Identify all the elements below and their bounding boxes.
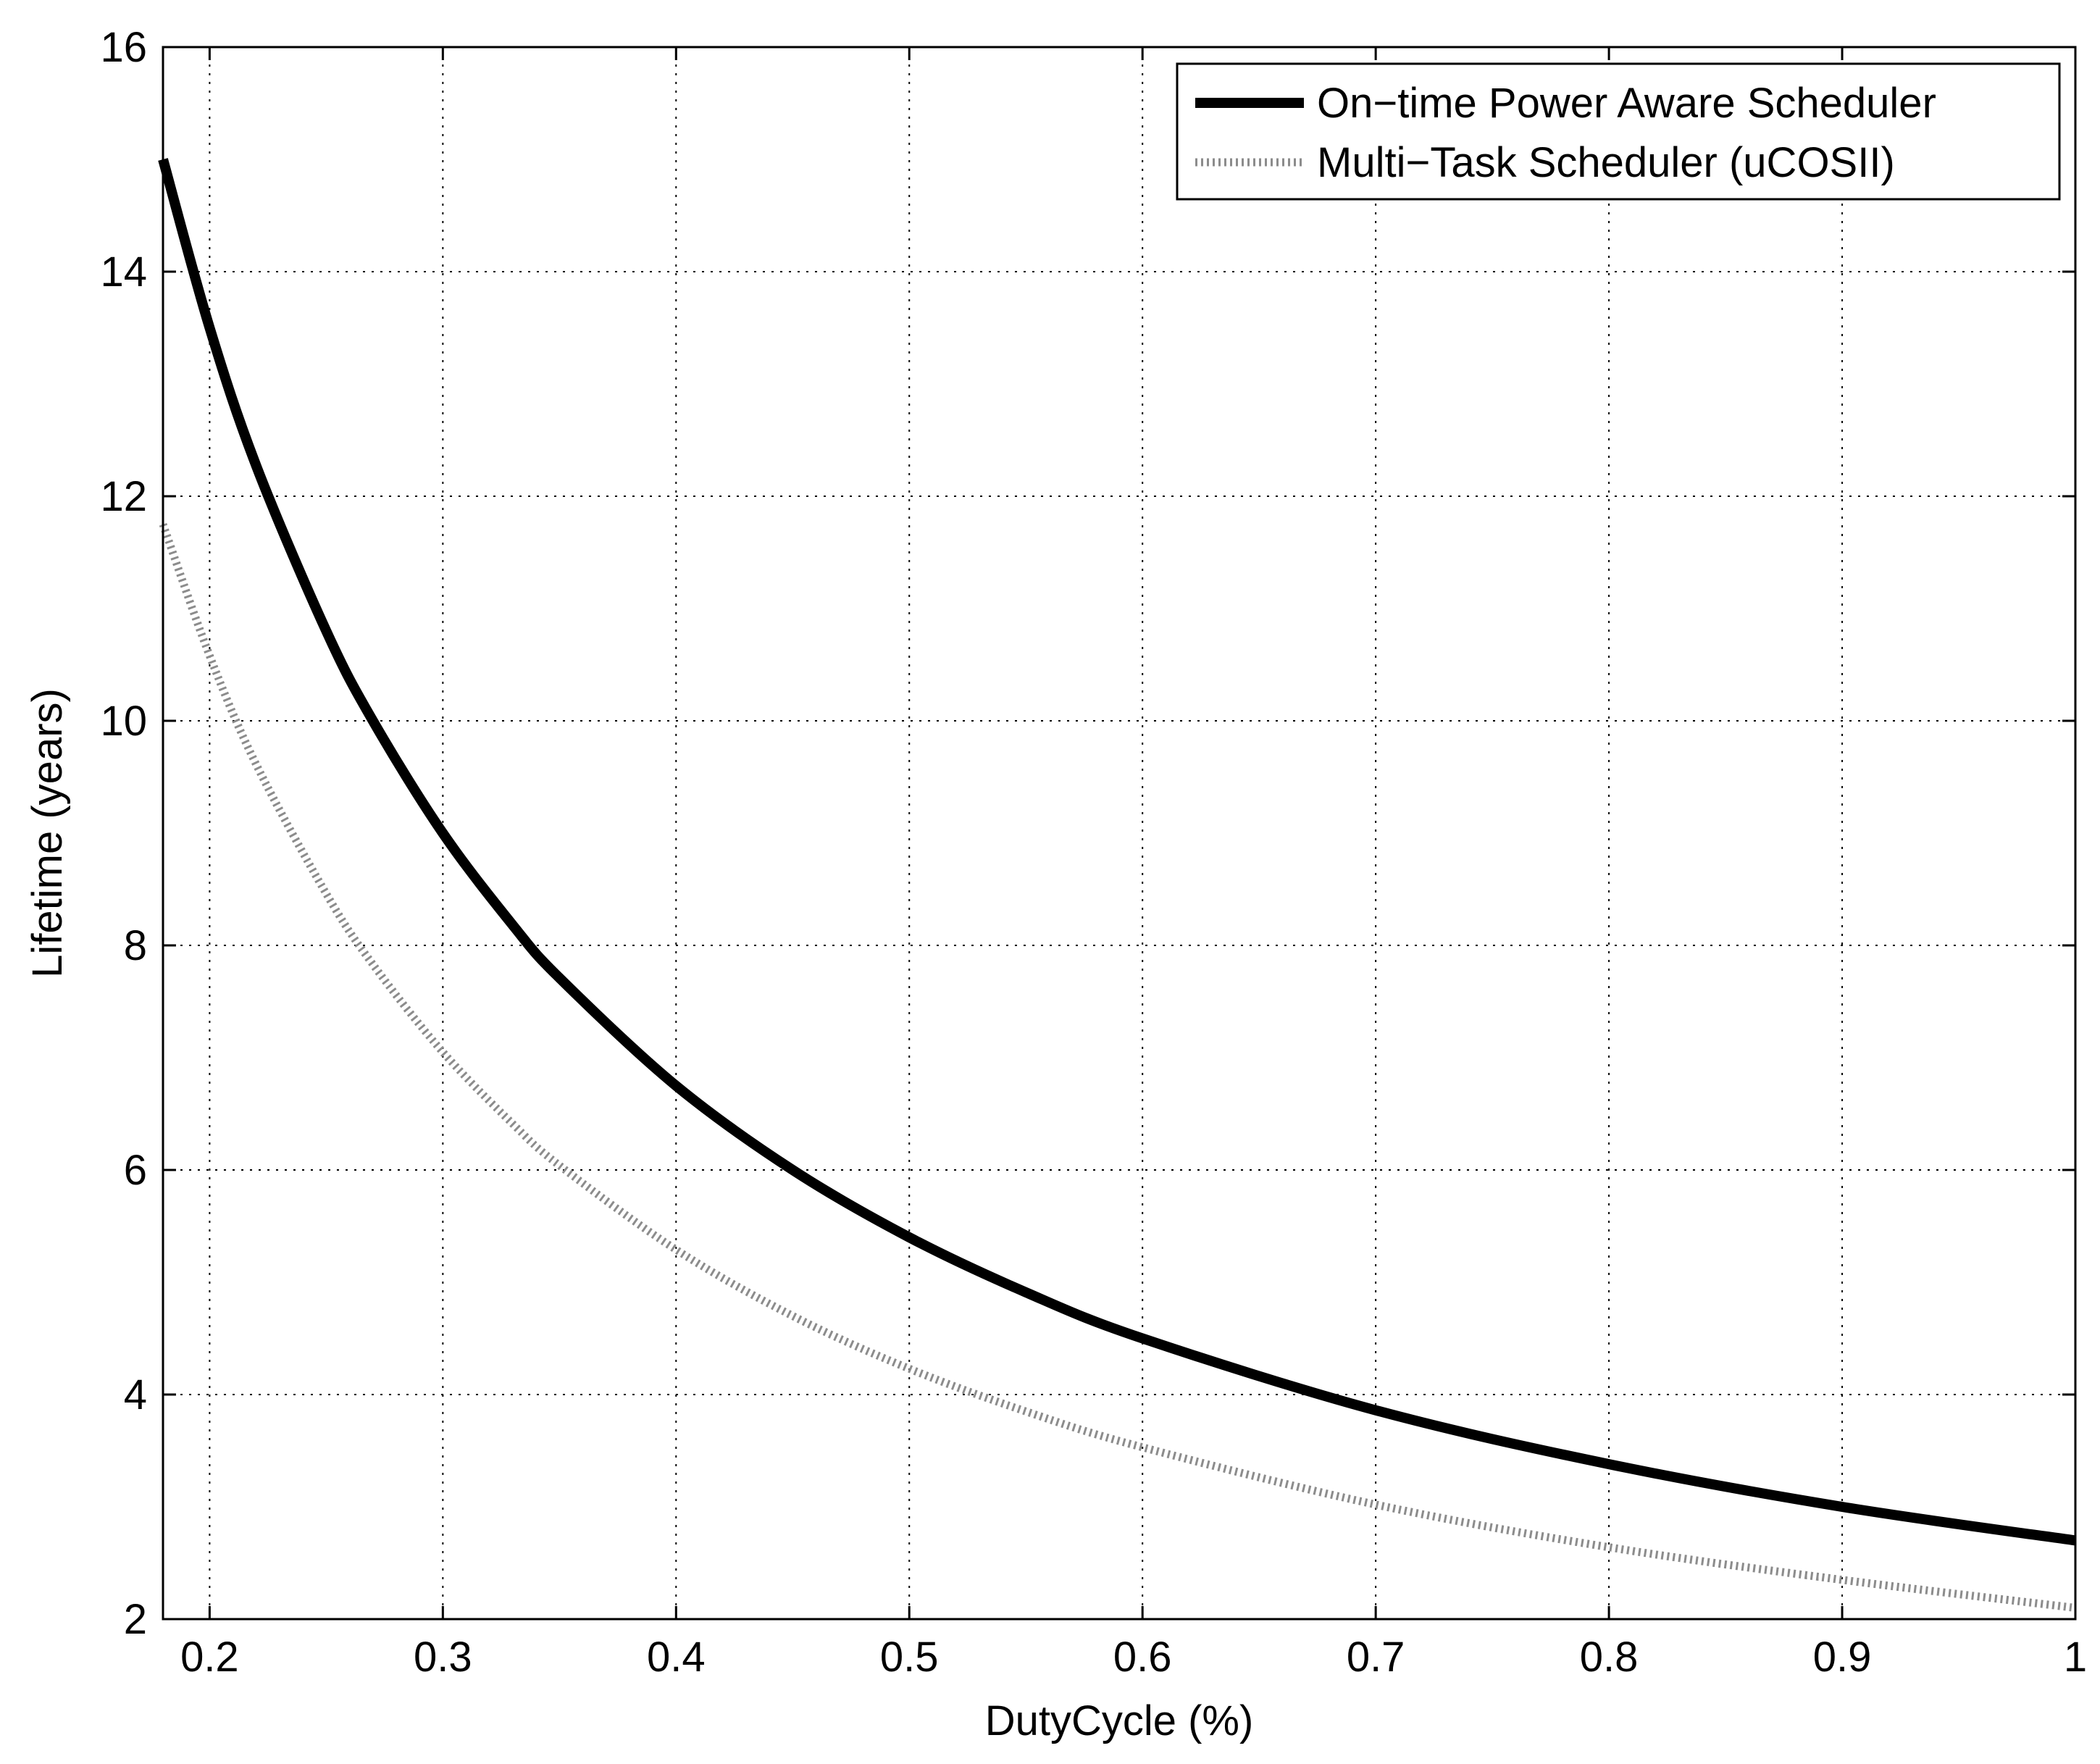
y-tick-label: 16	[100, 24, 147, 71]
y-tick-label: 2	[124, 1596, 147, 1643]
x-tick-label: 0.7	[1347, 1634, 1405, 1681]
y-tick-label: 14	[100, 248, 147, 296]
y-tick-label: 8	[124, 922, 147, 969]
legend-label-multi-task: Multi−Task Scheduler (uCOSII)	[1317, 139, 1895, 186]
legend: On−time Power Aware Scheduler Multi−Task…	[1176, 62, 2061, 201]
y-axis-label: Lifetime (years)	[24, 688, 71, 978]
legend-box	[1176, 62, 2061, 201]
x-tick-label: 0.4	[647, 1634, 706, 1681]
y-tick-label: 4	[124, 1371, 147, 1418]
series-line-on-time	[158, 158, 2076, 1546]
series-line-multi-task	[159, 522, 2076, 1612]
grid-layer	[163, 46, 2076, 1620]
x-tick-label: 1	[2064, 1634, 2087, 1681]
x-tick-label: 0.3	[414, 1634, 472, 1681]
x-tick-label: 0.5	[880, 1634, 939, 1681]
y-tick-label: 10	[100, 698, 147, 745]
x-tick-label: 0.8	[1580, 1634, 1639, 1681]
x-axis-label: DutyCycle (%)	[985, 1697, 1254, 1744]
legend-label-on-time: On−time Power Aware Scheduler	[1317, 80, 1936, 127]
x-tick-label: 0.6	[1113, 1634, 1172, 1681]
y-tick-label: 6	[124, 1147, 147, 1194]
y-tick-label: 12	[100, 473, 147, 520]
x-tick-label: 0.2	[180, 1634, 239, 1681]
series-layer	[158, 158, 2076, 1612]
x-tick-label: 0.9	[1813, 1634, 1872, 1681]
plot-frame	[162, 46, 2077, 1621]
